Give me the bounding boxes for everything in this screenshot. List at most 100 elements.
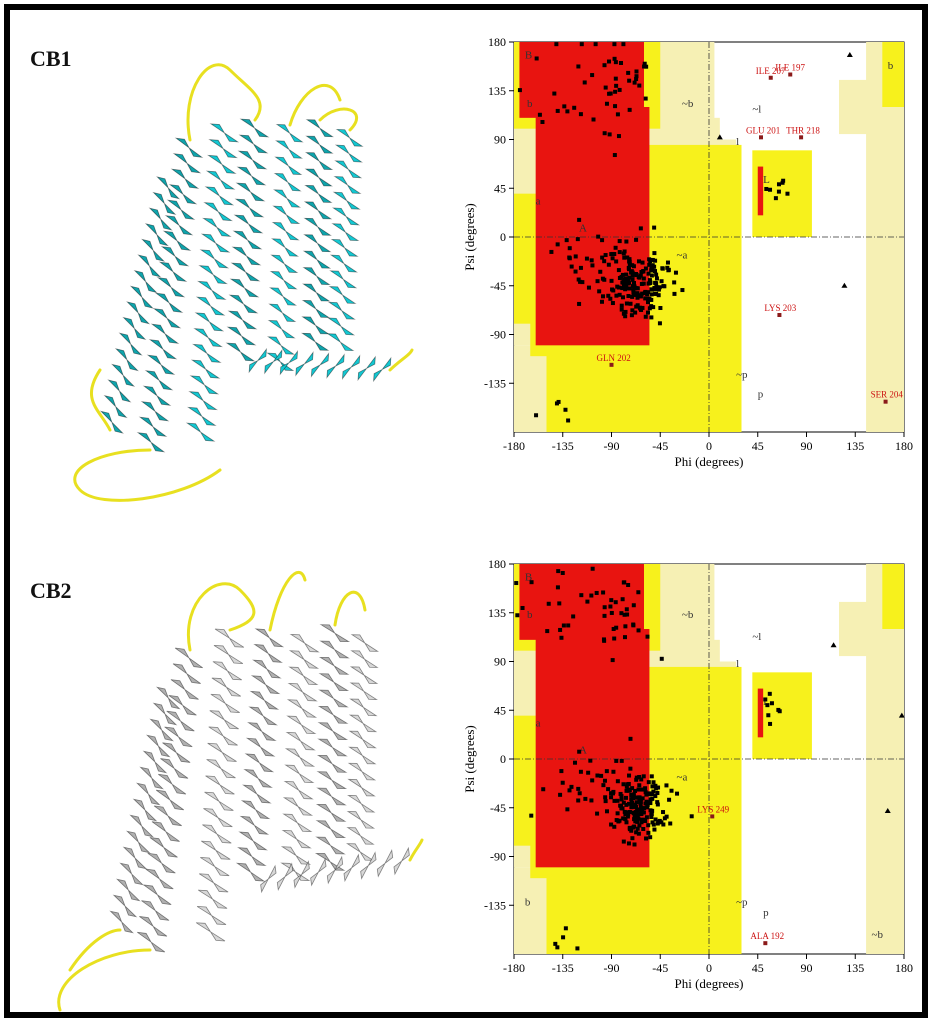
rama2-residue-point bbox=[649, 774, 654, 779]
rama2-region-label: ~b bbox=[682, 609, 694, 621]
rama1-glycine-point bbox=[846, 52, 853, 57]
rama1-residue-point bbox=[634, 304, 639, 309]
rama2-residue-point bbox=[561, 623, 566, 628]
rama1-x-tick-label: 0 bbox=[706, 439, 712, 453]
rama2-region bbox=[757, 688, 764, 738]
ramachandran-plot-cb2: Bb Aa ~b ~a ~l l L ~p p b ~b LYS 249 ALA 192 -180 -135… bbox=[462, 558, 913, 991]
rama1-residue-point bbox=[654, 284, 659, 289]
rama1-residue-point bbox=[645, 310, 650, 315]
rama1-outlier-label: GLN 202 bbox=[597, 353, 631, 363]
rama1-residue-point bbox=[631, 281, 636, 286]
rama2-residue-point bbox=[520, 605, 525, 610]
rama1-residue-point bbox=[628, 301, 633, 306]
rama2-residue-point bbox=[643, 818, 648, 823]
rama2-residue-point bbox=[529, 580, 534, 585]
rama2-residue-point bbox=[629, 800, 634, 805]
cb1-loop bbox=[318, 107, 358, 132]
rama2-residue-point bbox=[577, 791, 582, 796]
rama2-residue-point bbox=[619, 803, 624, 808]
rama1-x-tick-label: -45 bbox=[652, 439, 668, 453]
rama2-residue-point bbox=[622, 612, 627, 617]
rama1-residue-point bbox=[610, 251, 615, 256]
rama2-glycine-point bbox=[898, 712, 905, 718]
cb2-label: CB2 bbox=[30, 578, 72, 603]
cb2-protein-structure bbox=[57, 571, 424, 1012]
rama2-residue-point bbox=[626, 582, 631, 587]
rama1-residue-point bbox=[608, 296, 613, 301]
rama2-residue-point bbox=[640, 808, 645, 813]
rama1-residue-point bbox=[650, 287, 655, 292]
rama2-residue-point bbox=[655, 791, 660, 796]
rama1-residue-point bbox=[680, 288, 685, 293]
rama2-residue-point bbox=[662, 816, 667, 821]
rama1-residue-point bbox=[612, 56, 617, 61]
rama1-residue-point bbox=[630, 270, 635, 275]
rama2-residue-point bbox=[634, 800, 639, 805]
rama2-region bbox=[882, 564, 904, 629]
rama1-residue-point bbox=[641, 276, 646, 281]
rama1-residue-point bbox=[613, 60, 618, 65]
rama2-region-label: b bbox=[525, 896, 531, 908]
rama1-residue-point bbox=[552, 91, 557, 96]
rama1-residue-point bbox=[621, 251, 626, 256]
rama2-residue-point bbox=[632, 816, 637, 821]
rama2-residue-point bbox=[650, 796, 655, 801]
rama1-residue-point bbox=[640, 260, 645, 265]
rama2-residue-point bbox=[638, 805, 643, 810]
rama1-residue-point bbox=[619, 60, 624, 65]
rama1-x-tick-label: -90 bbox=[604, 439, 620, 453]
rama2-residue-point bbox=[556, 569, 561, 574]
rama1-glycine-point bbox=[716, 134, 723, 140]
rama2-residue-point bbox=[626, 787, 631, 792]
rama1-region-label: b bbox=[888, 60, 894, 72]
rama2-residue-point bbox=[612, 798, 617, 803]
rama2-residue-point bbox=[631, 811, 636, 816]
rama2-residue-point bbox=[573, 760, 578, 765]
rama1-residue-point bbox=[660, 266, 665, 271]
rama1-residue-point bbox=[642, 64, 647, 69]
rama2-region-label: L bbox=[763, 696, 770, 708]
rama2-residue-point bbox=[613, 600, 618, 605]
rama2-residue-point bbox=[619, 794, 624, 799]
rama2-residue-point bbox=[583, 796, 588, 801]
rama1-residue-point bbox=[569, 264, 574, 269]
rama1-outlier-point bbox=[883, 399, 888, 404]
rama2-residue-point bbox=[612, 824, 617, 829]
rama1-residue-point bbox=[656, 287, 661, 292]
rama1-outlier-label: GLU 201 bbox=[746, 125, 780, 135]
rama1-residue-point bbox=[654, 281, 659, 286]
cb2-helix bbox=[314, 624, 351, 871]
rama2-residue-point bbox=[639, 820, 644, 825]
rama2-residue-point bbox=[559, 769, 564, 774]
rama2-residue-point bbox=[619, 797, 624, 802]
rama2-residue-point bbox=[648, 801, 653, 806]
rama1-residue-point bbox=[659, 279, 664, 284]
rama1-residue-point bbox=[632, 292, 637, 297]
rama1-residue-point bbox=[647, 262, 652, 267]
rama1-residue-point bbox=[606, 293, 611, 298]
rama1-residue-point bbox=[617, 250, 622, 255]
cb1-helix bbox=[326, 128, 364, 352]
rama2-residue-point bbox=[634, 775, 639, 780]
rama1-glycine-point bbox=[841, 282, 848, 288]
rama1-residue-point bbox=[643, 266, 648, 271]
rama2-residue-point bbox=[646, 780, 651, 785]
rama1-residue-point bbox=[575, 237, 580, 242]
rama2-residue-point bbox=[624, 802, 629, 807]
rama2-residue-point bbox=[624, 607, 629, 612]
rama1-residue-point bbox=[638, 226, 643, 231]
rama1-region bbox=[882, 42, 904, 107]
rama1-residue-point bbox=[579, 42, 584, 47]
cb1-label: CB1 bbox=[30, 46, 72, 71]
rama2-residue-point bbox=[559, 635, 564, 640]
rama2-y-axis-label: Psi (degrees) bbox=[462, 725, 477, 793]
rama1-residue-point bbox=[614, 293, 619, 298]
rama1-region-label: ~l bbox=[752, 103, 761, 115]
rama2-residue-point bbox=[621, 816, 626, 821]
rama1-residue-point bbox=[622, 278, 627, 283]
rama2-residue-point bbox=[641, 826, 646, 831]
rama1-residue-point bbox=[607, 59, 612, 64]
rama1-residue-point bbox=[656, 293, 661, 298]
rama1-residue-point bbox=[609, 278, 614, 283]
rama2-residue-point bbox=[603, 795, 608, 800]
